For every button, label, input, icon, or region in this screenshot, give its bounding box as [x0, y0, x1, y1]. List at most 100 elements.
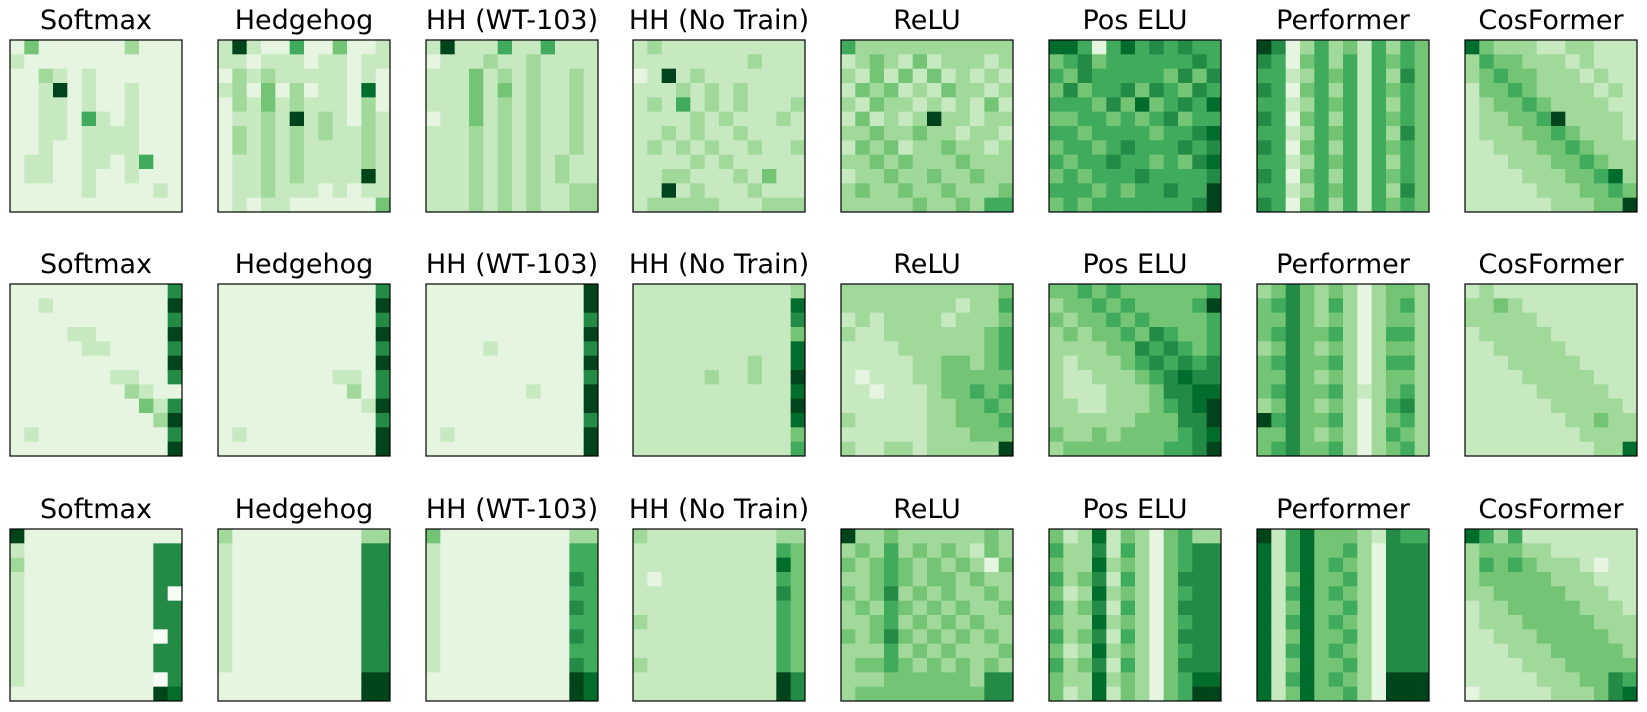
heatmap-cell	[1594, 54, 1609, 70]
heatmap-cell	[690, 572, 706, 587]
heatmap-cell	[776, 686, 792, 702]
heatmap-cell	[955, 355, 971, 371]
heatmap-cell	[67, 672, 83, 688]
heatmap-cell	[762, 586, 777, 602]
heatmap-cell	[426, 615, 441, 630]
heatmap-cell	[555, 327, 570, 342]
heatmap-cell	[733, 572, 749, 587]
heatmap-cell	[998, 384, 1014, 400]
heatmap-cell	[375, 68, 391, 84]
heatmap-cell	[555, 68, 570, 84]
heatmap-cell	[1149, 672, 1165, 688]
heatmap-cell	[1120, 140, 1136, 156]
heatmap-cell	[1400, 54, 1416, 70]
heatmap-cell	[375, 83, 391, 98]
heatmap-cell	[540, 629, 556, 645]
heatmap-cell	[869, 97, 885, 113]
heatmap-cell	[1522, 97, 1538, 113]
heatmap-cell	[218, 586, 233, 602]
heatmap-cell	[440, 97, 456, 113]
heatmap-cell	[1328, 572, 1344, 587]
heatmap-cell	[1063, 341, 1079, 357]
heatmap-cell	[540, 658, 556, 673]
heatmap-cell	[1522, 169, 1538, 184]
heatmap-cell	[246, 441, 262, 457]
heatmap-cell	[1536, 327, 1552, 342]
heatmap-cell	[719, 154, 734, 170]
heatmap-cell	[984, 169, 1000, 184]
heatmap-panel: Hedgehog	[217, 249, 391, 457]
heatmap-cell	[512, 68, 527, 84]
heatmap-cell	[332, 672, 348, 688]
heatmap-cell	[633, 355, 648, 371]
heatmap-cell	[690, 370, 706, 385]
heatmap-cell	[1386, 572, 1401, 587]
heatmap-cell	[569, 572, 585, 587]
heatmap-cell	[841, 615, 856, 630]
heatmap-cell	[361, 643, 377, 659]
heatmap-cell	[81, 284, 97, 299]
heatmap-cell	[304, 327, 319, 342]
heatmap-cell	[10, 658, 25, 673]
heatmap-cell	[275, 441, 291, 457]
heatmap-cell	[361, 284, 377, 299]
heatmap-cell	[1285, 54, 1301, 70]
heatmap-cell	[139, 97, 154, 113]
heatmap-cell	[10, 543, 25, 559]
heatmap-cell	[1271, 284, 1287, 299]
heatmap-cell	[855, 154, 871, 170]
heatmap-cell	[1357, 686, 1373, 702]
heatmap-cell	[1565, 40, 1581, 55]
heatmap-cell	[1149, 327, 1165, 342]
heatmap-cell	[1579, 341, 1595, 357]
heatmap-cell	[733, 169, 749, 184]
heatmap-cell	[1328, 97, 1344, 113]
heatmap-cell	[375, 284, 391, 299]
heatmap-cell	[583, 312, 599, 328]
heatmap-cell	[512, 441, 527, 457]
heatmap-cell	[633, 341, 648, 357]
heatmap-cell	[676, 111, 691, 127]
heatmap-cell	[1049, 298, 1064, 314]
heatmap-cell	[497, 341, 513, 357]
heatmap-cell	[318, 312, 334, 328]
heatmap-cell	[1178, 327, 1193, 342]
heatmap-cell	[1063, 169, 1079, 184]
heatmap-cell	[1135, 111, 1150, 127]
heatmap-cell	[1414, 154, 1430, 170]
heatmap-cell	[898, 197, 914, 213]
heatmap-cell	[1192, 572, 1208, 587]
heatmap-cell	[304, 54, 319, 70]
heatmap-cell	[497, 398, 513, 414]
heatmap-cell	[855, 126, 871, 141]
heatmap-cell	[1594, 169, 1609, 184]
heatmap-cell	[1536, 441, 1552, 457]
heatmap-cell	[512, 169, 527, 184]
heatmap-cell	[1386, 197, 1401, 213]
heatmap-cell	[1343, 40, 1358, 55]
heatmap-cell	[1285, 312, 1301, 328]
heatmap-cell	[275, 355, 291, 371]
heatmap-cell	[1622, 629, 1638, 645]
heatmap-cell	[1149, 312, 1165, 328]
heatmap-cell	[1579, 658, 1595, 673]
heatmap-cell	[232, 312, 248, 328]
heatmap-cell	[927, 370, 942, 385]
heatmap-cell	[1479, 629, 1495, 645]
heatmap-cell	[884, 529, 899, 544]
heatmap-cell	[232, 183, 248, 199]
heatmap-cell	[10, 54, 25, 70]
heatmap-cell	[540, 126, 556, 141]
heatmap-cell	[275, 543, 291, 559]
heatmap-cell	[1149, 183, 1165, 199]
heatmap-cell	[1149, 355, 1165, 371]
heatmap-cell	[1135, 298, 1150, 314]
heatmap-cell	[998, 68, 1014, 84]
heatmap-cell	[927, 154, 942, 170]
heatmap-cell	[855, 672, 871, 688]
heatmap-cell	[1551, 40, 1566, 55]
heatmap-cell	[526, 183, 542, 199]
heatmap-cell	[289, 140, 305, 156]
heatmap-cell	[747, 398, 763, 414]
heatmap-cell	[38, 197, 54, 213]
